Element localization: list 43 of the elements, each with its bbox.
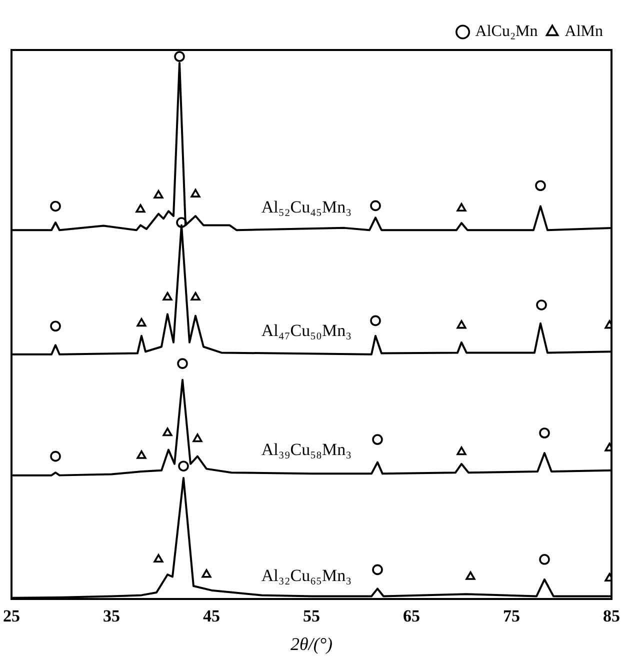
x-tick-label: 75 bbox=[503, 606, 520, 626]
point bbox=[50, 450, 61, 462]
point bbox=[154, 190, 164, 199]
point bbox=[174, 51, 185, 62]
point bbox=[539, 554, 550, 565]
point bbox=[456, 203, 466, 212]
point bbox=[535, 180, 546, 192]
point bbox=[190, 292, 200, 301]
x-tick-label: 25 bbox=[3, 606, 20, 626]
series-label: Al₄₇Cu₅₀Mn₃ bbox=[261, 321, 352, 340]
point bbox=[372, 434, 383, 445]
x-tick-label: 45 bbox=[203, 606, 220, 626]
point bbox=[136, 450, 146, 459]
point bbox=[50, 320, 61, 332]
point bbox=[372, 564, 383, 576]
point bbox=[456, 320, 466, 329]
point bbox=[50, 200, 61, 212]
point bbox=[190, 188, 200, 198]
point bbox=[456, 446, 466, 456]
point bbox=[136, 318, 146, 327]
point bbox=[539, 428, 550, 438]
point bbox=[192, 434, 202, 442]
point bbox=[136, 204, 146, 213]
legend-label: AlMn bbox=[564, 23, 604, 40]
series-label: Al₅₂Cu₄₅Mn₃ bbox=[261, 197, 352, 216]
point bbox=[466, 571, 476, 580]
point bbox=[178, 460, 189, 472]
series-label: Al₃₉Cu₅₈Mn₃ bbox=[261, 440, 352, 459]
series-label: Al₃₂Cu₆₅Mn₃ bbox=[261, 566, 352, 585]
point bbox=[370, 315, 381, 326]
point bbox=[202, 569, 212, 578]
point bbox=[162, 292, 172, 301]
x-axis-title: 2θ/(°) bbox=[290, 634, 333, 654]
x-tick-label: 55 bbox=[303, 606, 320, 626]
x-tick-label: 35 bbox=[103, 606, 120, 626]
point bbox=[162, 428, 172, 436]
legend-label: AlCu₂Mn bbox=[475, 23, 538, 40]
point bbox=[536, 300, 547, 310]
point bbox=[177, 358, 188, 369]
point bbox=[154, 554, 164, 563]
point bbox=[370, 200, 381, 212]
x-tick-label: 65 bbox=[403, 606, 420, 626]
x-tick-label: 85 bbox=[603, 606, 620, 626]
